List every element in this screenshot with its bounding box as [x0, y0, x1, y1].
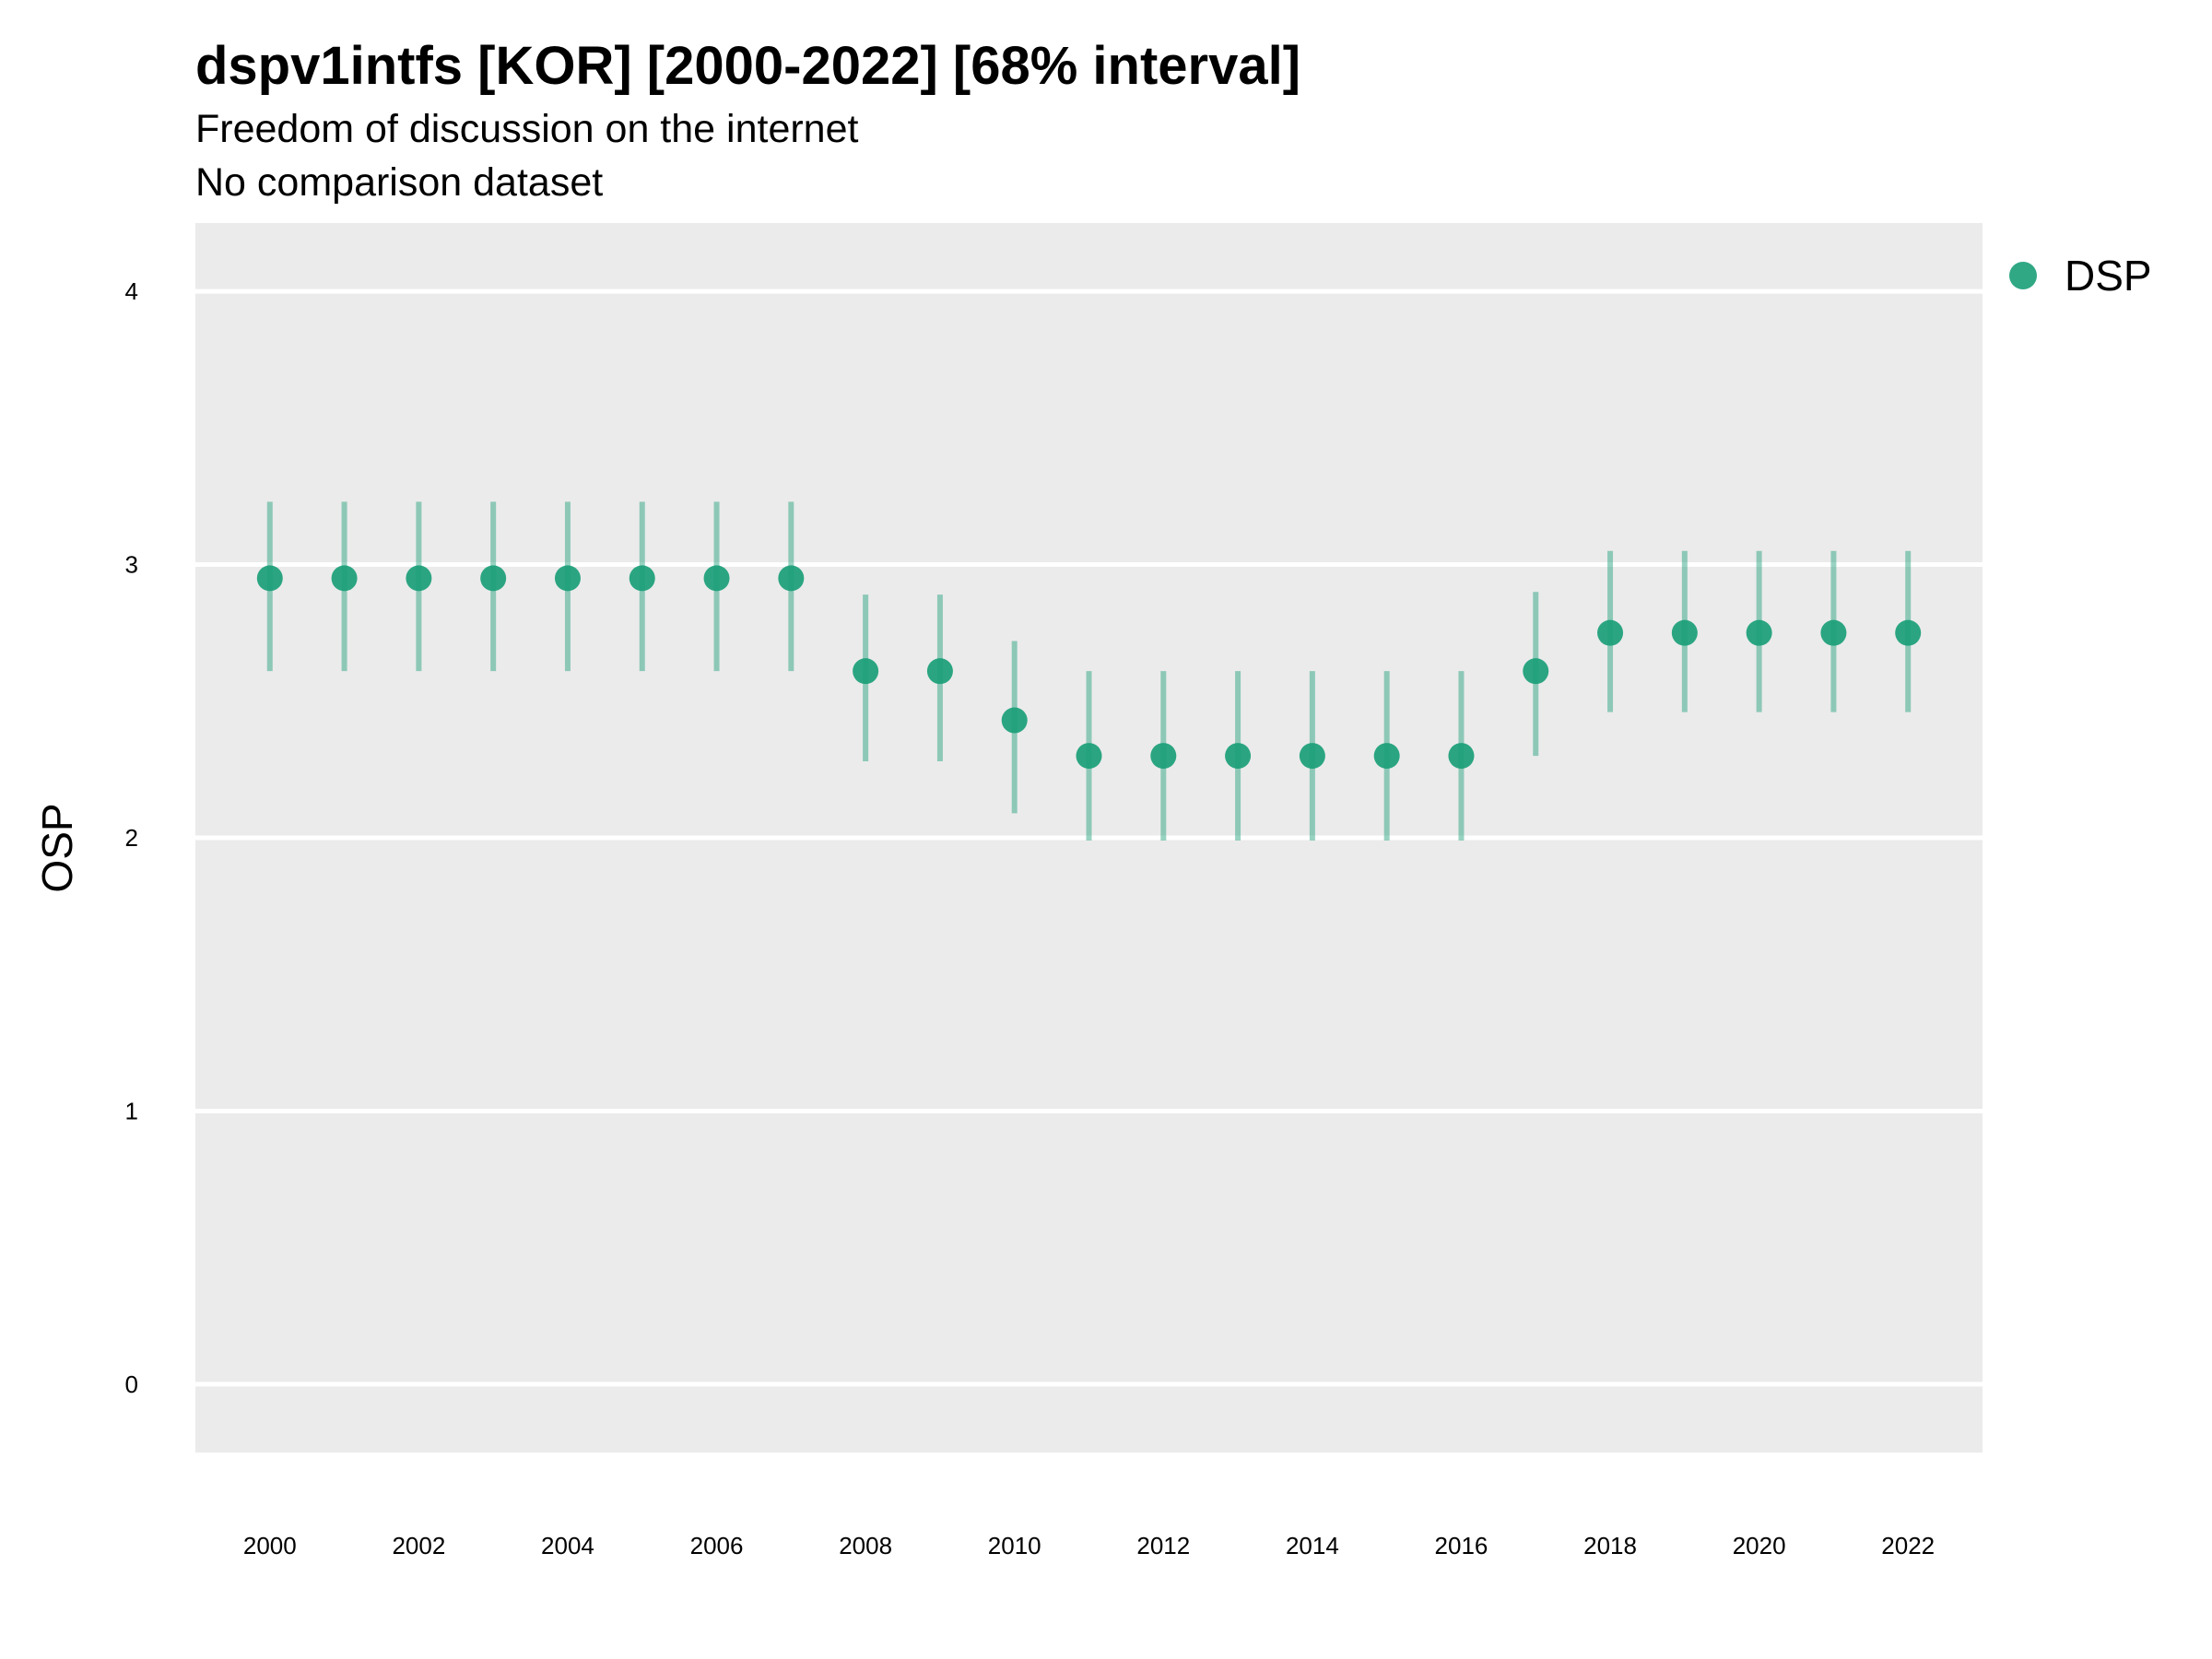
y-tick-label: 4 — [125, 277, 138, 305]
x-tick-label: 2018 — [1583, 1532, 1637, 1559]
data-point — [480, 565, 507, 592]
data-point — [1523, 658, 1549, 685]
x-tick-label: 2014 — [1286, 1532, 1339, 1559]
data-point — [1373, 743, 1400, 770]
data-point — [1820, 619, 1847, 646]
x-tick-label: 2008 — [839, 1532, 892, 1559]
data-point — [703, 565, 730, 592]
data-point — [1671, 619, 1698, 646]
x-tick-label: 2012 — [1136, 1532, 1190, 1559]
x-tick-label: 2022 — [1881, 1532, 1935, 1559]
y-tick-label: 0 — [125, 1371, 138, 1398]
data-point — [256, 565, 283, 592]
data-point — [406, 565, 432, 592]
data-point — [926, 658, 953, 685]
legend: DSP — [2009, 251, 2152, 300]
y-tick-label: 3 — [125, 551, 138, 579]
chart-subtitle-line-2: No comparison dataset — [195, 160, 604, 205]
y-tick-label: 2 — [125, 824, 138, 852]
legend-key-dsp — [2009, 262, 2037, 289]
x-tick-label: 2006 — [690, 1532, 744, 1559]
data-point — [1076, 743, 1102, 770]
x-tick-label: 2000 — [243, 1532, 297, 1559]
data-point — [1597, 619, 1624, 646]
data-point — [1895, 619, 1922, 646]
x-tick-label: 2020 — [1733, 1532, 1786, 1559]
data-point — [331, 565, 358, 592]
y-tick-label: 1 — [125, 1097, 138, 1124]
x-tick-label: 2010 — [988, 1532, 1041, 1559]
data-point — [1746, 619, 1772, 646]
x-tick-label: 2004 — [541, 1532, 594, 1559]
data-point — [554, 565, 581, 592]
data-point — [778, 565, 805, 592]
data-point — [629, 565, 655, 592]
data-point — [1448, 743, 1475, 770]
data-point — [1225, 743, 1252, 770]
data-point — [1150, 743, 1177, 770]
data-point — [853, 658, 879, 685]
x-tick-label: 2016 — [1435, 1532, 1488, 1559]
chart-subtitle-line-1: Freedom of discussion on the internet — [195, 107, 859, 151]
x-tick-label: 2002 — [392, 1532, 445, 1559]
data-point — [1299, 743, 1325, 770]
chart-title: dspv1intfs [KOR] [2000-2022] [68% interv… — [195, 36, 1301, 96]
data-point — [1001, 707, 1028, 734]
legend-label-dsp: DSP — [2065, 252, 2152, 300]
